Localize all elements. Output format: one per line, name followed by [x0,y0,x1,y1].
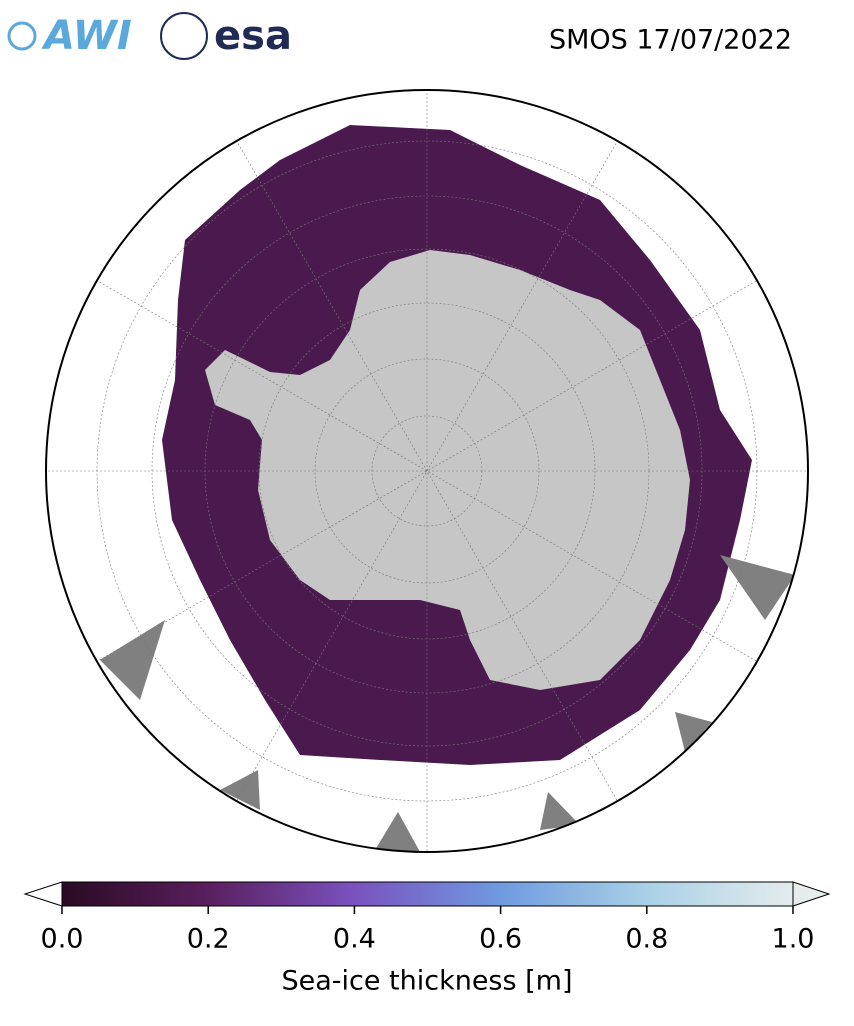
esa-mark [160,12,208,60]
map [46,90,808,852]
icebergs [100,555,795,852]
logos: AWI esa [7,12,292,60]
colorbar-tick-label: 1.0 [772,924,815,955]
colorbar [23,881,831,914]
colorbar-tick-label: 0.2 [187,924,230,955]
awi-globe [7,21,37,51]
graticule [46,90,808,852]
colorbar-over [792,881,831,907]
colorbar-tick-label: 0.6 [479,924,522,955]
colorbar-gradient [61,881,794,907]
awi-logo: AWI [41,13,132,59]
colorbar-tick-label: 0.8 [625,924,668,955]
colorbar-tick-label: 0.4 [333,924,376,955]
esa-logo: esa [214,13,292,59]
title: SMOS 17/07/2022 [549,25,792,56]
antarctica [205,250,690,690]
colorbar-under [23,881,63,907]
colorbar-label: Sea-ice thickness [m] [281,966,572,997]
map-frame [45,89,809,853]
colorbar-tick-label: 0.0 [41,924,84,955]
